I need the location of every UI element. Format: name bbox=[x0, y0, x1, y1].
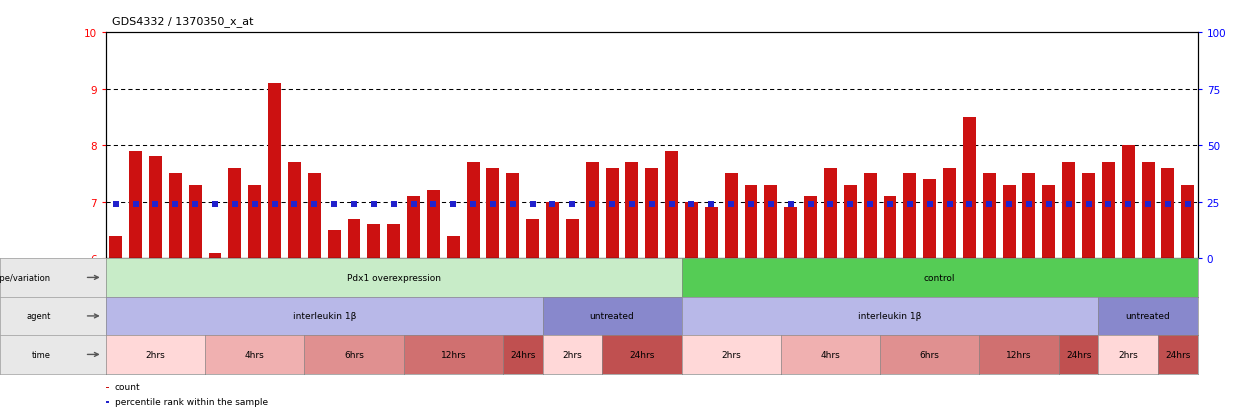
Bar bbox=[327, 230, 341, 259]
Bar bbox=[487, 169, 499, 259]
Bar bbox=[1122, 146, 1134, 259]
Text: untreated: untreated bbox=[590, 312, 635, 320]
Text: 12hrs: 12hrs bbox=[1006, 350, 1032, 359]
Bar bbox=[864, 174, 876, 259]
Bar bbox=[1062, 163, 1076, 259]
Bar bbox=[288, 163, 301, 259]
Bar bbox=[547, 202, 559, 259]
Bar bbox=[447, 236, 459, 259]
Text: 24hrs: 24hrs bbox=[1066, 350, 1092, 359]
Text: interleukin 1β: interleukin 1β bbox=[858, 312, 921, 320]
Bar bbox=[149, 157, 162, 259]
Bar bbox=[982, 174, 996, 259]
Bar bbox=[129, 152, 142, 259]
Bar bbox=[904, 174, 916, 259]
Text: 2hrs: 2hrs bbox=[563, 350, 583, 359]
Bar bbox=[824, 169, 837, 259]
Bar bbox=[625, 163, 639, 259]
Bar bbox=[745, 185, 757, 259]
Text: GDS4332 / 1370350_x_at: GDS4332 / 1370350_x_at bbox=[112, 16, 254, 27]
Bar bbox=[605, 169, 619, 259]
Text: percentile rank within the sample: percentile rank within the sample bbox=[115, 397, 268, 406]
Bar bbox=[427, 191, 439, 259]
Text: 4hrs: 4hrs bbox=[820, 350, 840, 359]
Bar bbox=[1022, 174, 1036, 259]
Text: untreated: untreated bbox=[1125, 312, 1170, 320]
Text: 24hrs: 24hrs bbox=[1165, 350, 1190, 359]
Bar bbox=[645, 169, 659, 259]
Text: 2hrs: 2hrs bbox=[146, 350, 166, 359]
Text: 6hrs: 6hrs bbox=[344, 350, 364, 359]
Bar bbox=[1182, 185, 1194, 259]
Bar bbox=[942, 169, 956, 259]
Bar bbox=[665, 152, 679, 259]
Text: count: count bbox=[115, 382, 141, 391]
Text: genotype/variation: genotype/variation bbox=[0, 273, 51, 282]
Bar bbox=[1102, 163, 1114, 259]
Bar bbox=[924, 180, 936, 259]
Text: control: control bbox=[924, 273, 955, 282]
Bar bbox=[387, 225, 400, 259]
Text: time: time bbox=[32, 350, 51, 359]
Bar bbox=[1042, 185, 1056, 259]
Bar bbox=[566, 219, 579, 259]
Bar bbox=[1162, 169, 1174, 259]
Bar bbox=[367, 225, 380, 259]
Text: 4hrs: 4hrs bbox=[245, 350, 265, 359]
Bar bbox=[685, 202, 698, 259]
Bar bbox=[804, 197, 817, 259]
Bar bbox=[467, 163, 479, 259]
Bar bbox=[110, 236, 122, 259]
Bar bbox=[106, 387, 110, 388]
Bar bbox=[248, 185, 261, 259]
Bar bbox=[1142, 163, 1154, 259]
Bar bbox=[527, 219, 539, 259]
Text: 24hrs: 24hrs bbox=[510, 350, 535, 359]
Text: 6hrs: 6hrs bbox=[920, 350, 940, 359]
Text: interleukin 1β: interleukin 1β bbox=[293, 312, 356, 320]
Bar bbox=[268, 84, 281, 259]
Bar bbox=[585, 163, 599, 259]
Bar bbox=[308, 174, 321, 259]
Bar bbox=[347, 219, 361, 259]
Bar bbox=[228, 169, 242, 259]
Bar bbox=[209, 253, 222, 259]
Text: Pdx1 overexpression: Pdx1 overexpression bbox=[346, 273, 441, 282]
Bar bbox=[169, 174, 182, 259]
Bar bbox=[725, 174, 737, 259]
Bar bbox=[844, 185, 857, 259]
Text: 2hrs: 2hrs bbox=[721, 350, 741, 359]
Bar bbox=[189, 185, 202, 259]
Text: agent: agent bbox=[26, 312, 51, 320]
Bar bbox=[507, 174, 519, 259]
Text: 12hrs: 12hrs bbox=[441, 350, 466, 359]
Bar bbox=[106, 401, 110, 403]
Bar bbox=[962, 118, 976, 259]
Bar bbox=[705, 208, 718, 259]
Bar bbox=[1002, 185, 1016, 259]
Bar bbox=[784, 208, 797, 259]
Bar bbox=[407, 197, 420, 259]
Bar bbox=[1082, 174, 1094, 259]
Bar bbox=[764, 185, 777, 259]
Text: 2hrs: 2hrs bbox=[1118, 350, 1138, 359]
Text: 24hrs: 24hrs bbox=[629, 350, 655, 359]
Bar bbox=[884, 197, 896, 259]
